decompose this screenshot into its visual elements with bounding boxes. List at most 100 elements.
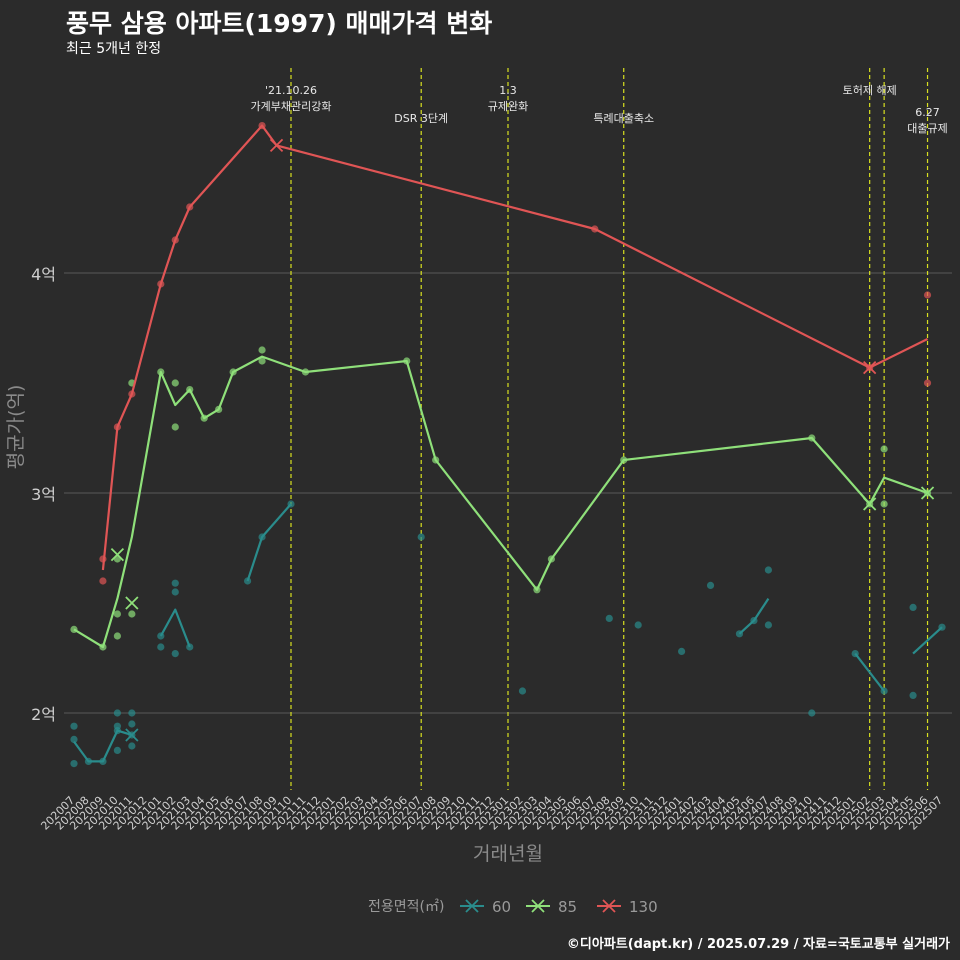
- legend-label-60: 60: [492, 898, 511, 916]
- data-point-85: [403, 357, 411, 365]
- data-point-60: [186, 643, 194, 651]
- data-point-130: [186, 203, 194, 211]
- data-point-60: [99, 757, 107, 766]
- series-line-60: [738, 597, 770, 635]
- data-point-130: [923, 291, 932, 299]
- data-point-130: [99, 555, 107, 563]
- data-point-60: [157, 643, 165, 651]
- data-point-60: [171, 579, 179, 587]
- data-point-85: [880, 445, 888, 453]
- y-axis-title: 평균가(억): [5, 385, 27, 470]
- series-line-60: [912, 626, 943, 655]
- cross-marker-60: [125, 728, 139, 742]
- data-point-60: [128, 742, 136, 750]
- policy-event-label: 6.27: [915, 106, 940, 119]
- y-tick-label: 2억: [31, 705, 56, 724]
- series-line-60: [854, 652, 886, 692]
- data-point-130: [113, 423, 121, 431]
- policy-event-label: 1.3: [499, 84, 517, 97]
- data-point-85: [171, 423, 179, 431]
- series-line-60: [73, 729, 133, 763]
- policy-event-label: DSR 3단계: [394, 112, 448, 125]
- data-point-60: [244, 577, 252, 585]
- data-point-60: [735, 630, 744, 638]
- data-point-60: [128, 720, 136, 728]
- data-point-85: [215, 405, 223, 413]
- cross-marker-85: [863, 497, 877, 511]
- policy-event-label: 규제완화: [488, 100, 528, 113]
- data-point-60: [909, 691, 917, 700]
- series-line-130: [101, 124, 929, 571]
- legend-key-cross-85: [531, 899, 545, 913]
- data-point-85: [99, 643, 107, 651]
- data-point-60: [634, 621, 642, 629]
- data-point-60: [909, 603, 917, 612]
- data-point-60: [287, 500, 295, 508]
- data-point-60: [764, 621, 773, 629]
- data-point-130: [128, 390, 136, 398]
- data-point-85: [171, 379, 179, 387]
- cross-marker-130: [863, 360, 877, 375]
- policy-event-label: 토허제 해제: [843, 83, 897, 97]
- data-point-60: [808, 709, 816, 717]
- policy-event-label: 가계부채관리강화: [251, 100, 332, 113]
- data-point-60: [70, 722, 78, 730]
- legend-key-cross-60: [465, 899, 479, 913]
- series-line-60: [246, 503, 292, 582]
- cross-marker-85: [920, 486, 935, 500]
- data-point-60: [706, 581, 715, 590]
- data-point-85: [229, 368, 237, 376]
- chart-caption: ©디아파트(dapt.kr) / 2025.07.29 / 자료=국토교통부 실…: [566, 937, 950, 952]
- data-point-85: [432, 456, 440, 464]
- data-point-85: [547, 555, 556, 563]
- data-point-60: [157, 632, 165, 640]
- data-point-60: [851, 650, 859, 658]
- data-point-60: [84, 757, 93, 766]
- series-line-60: [159, 608, 191, 648]
- data-point-130: [171, 236, 179, 244]
- chart-title: 풍무 삼용 아파트(1997) 매매가격 변화: [66, 9, 493, 38]
- legend-label-85: 85: [558, 898, 577, 916]
- data-point-60: [171, 588, 179, 596]
- data-point-85: [186, 386, 194, 394]
- data-point-60: [171, 650, 179, 658]
- data-point-85: [113, 632, 121, 640]
- cross-marker-85: [125, 596, 139, 610]
- data-point-60: [113, 727, 121, 735]
- data-point-85: [258, 357, 266, 365]
- data-point-60: [113, 746, 121, 755]
- series-line-85: [73, 355, 928, 649]
- data-point-60: [258, 533, 266, 541]
- data-point-130: [591, 225, 599, 233]
- data-point-85: [70, 625, 78, 634]
- y-tick-label: 4억: [31, 265, 56, 284]
- cross-marker-85: [110, 547, 125, 562]
- data-point-130: [157, 280, 165, 288]
- data-point-85: [128, 610, 136, 618]
- data-point-130: [99, 577, 107, 585]
- data-point-85: [620, 456, 628, 464]
- data-point-60: [70, 735, 78, 744]
- x-axis-title: 거래년월: [473, 843, 543, 865]
- data-point-130: [923, 379, 932, 387]
- legend-key-cross-130: [602, 899, 616, 913]
- data-point-85: [301, 368, 310, 376]
- data-point-60: [128, 709, 136, 717]
- data-point-60: [678, 647, 686, 656]
- legend-title: 전용면적(㎡): [368, 899, 444, 915]
- y-tick-label: 3억: [31, 485, 56, 504]
- data-point-60: [764, 566, 773, 574]
- data-point-85: [200, 414, 208, 422]
- data-point-60: [113, 709, 121, 717]
- data-point-60: [70, 760, 78, 768]
- data-point-130: [258, 122, 266, 130]
- data-point-85: [880, 500, 888, 508]
- data-point-60: [605, 614, 613, 623]
- legend-label-130: 130: [629, 898, 658, 916]
- data-point-85: [157, 368, 165, 376]
- data-point-60: [417, 533, 425, 541]
- data-point-60: [518, 687, 527, 695]
- data-point-60: [750, 617, 758, 625]
- data-point-60: [880, 687, 888, 695]
